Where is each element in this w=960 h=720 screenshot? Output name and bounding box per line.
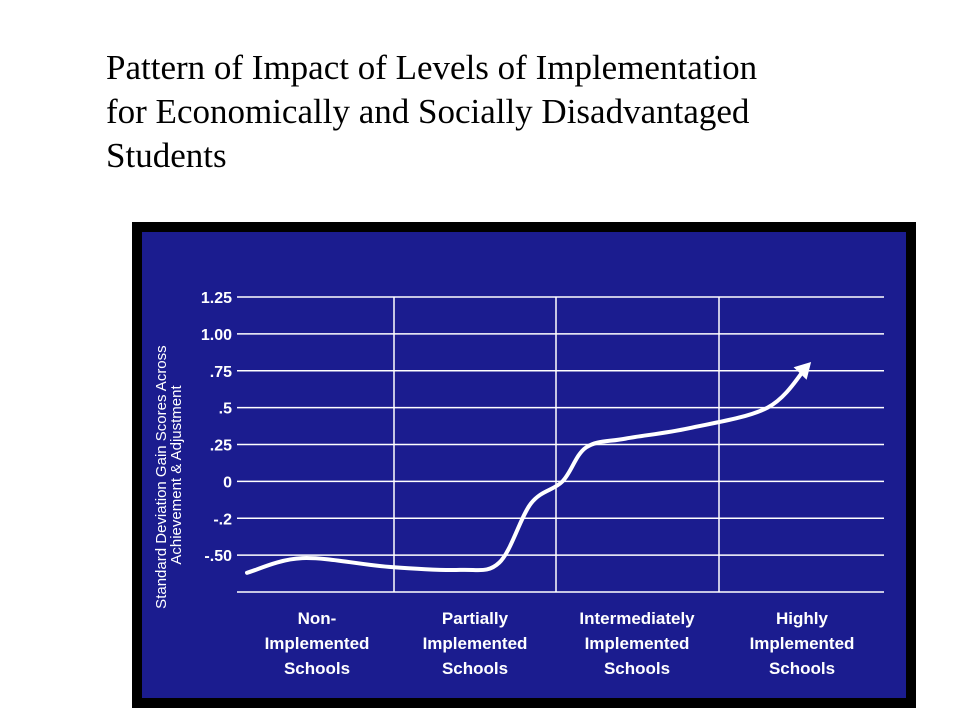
y-tick-label: 1.25 xyxy=(201,290,232,307)
y-tick-label: .25 xyxy=(210,438,232,455)
category-label-line: Intermediately xyxy=(579,609,695,628)
category-labels: Non- Implemented Schools Partially Implement… xyxy=(265,609,855,678)
category-label: Intermediately Implemented Schools xyxy=(579,609,695,678)
y-axis-title: Standard Deviation Gain Scores Across Ac… xyxy=(153,341,185,609)
y-tick-label: -.2 xyxy=(213,511,232,528)
category-label-line: Implemented xyxy=(423,634,528,653)
category-label-line: Highly xyxy=(776,609,828,628)
plot-background xyxy=(142,232,906,698)
title-line-3: Students xyxy=(106,136,227,175)
series-line xyxy=(245,364,809,575)
category-label-line: Implemented xyxy=(750,634,855,653)
title-line-2: for Economically and Socially Disadvanta… xyxy=(106,92,750,131)
y-tick-label: -.50 xyxy=(204,548,232,565)
y-axis-title-line-1: Standard Deviation Gain Scores Across xyxy=(153,345,170,608)
y-tick-label: 0 xyxy=(223,474,232,491)
y-tick-label: .5 xyxy=(219,401,232,418)
chart-frame: 1.25 1.00 .75 .5 .25 0 -.2 -.50 Non- Implemented… xyxy=(132,222,916,708)
category-label-line: Schools xyxy=(769,659,835,678)
line-chart: 1.25 1.00 .75 .5 .25 0 -.2 -.50 Non- Implemented… xyxy=(142,232,906,698)
y-tick-labels: 1.25 1.00 .75 .5 .25 0 -.2 -.50 xyxy=(201,290,232,565)
slide-title: Pattern of Impact of Levels of Implement… xyxy=(106,46,926,178)
category-label-line: Implemented xyxy=(265,634,370,653)
category-label: Highly Implemented Schools xyxy=(750,609,855,678)
series-arrowhead xyxy=(793,362,812,380)
category-label-line: Schools xyxy=(442,659,508,678)
title-line-1: Pattern of Impact of Levels of Implement… xyxy=(106,48,758,87)
category-label-line: Schools xyxy=(604,659,670,678)
category-label-line: Non- xyxy=(298,609,337,628)
y-tick-label: 1.00 xyxy=(201,327,232,344)
category-label: Partially Implemented Schools xyxy=(423,609,528,678)
category-label-line: Partially xyxy=(442,609,509,628)
category-label-line: Schools xyxy=(284,659,350,678)
category-label: Non- Implemented Schools xyxy=(265,609,370,678)
y-tick-label: .75 xyxy=(210,364,232,381)
y-axis-title-line-2: Achievement & Adjustment xyxy=(168,385,185,565)
category-label-line: Implemented xyxy=(585,634,690,653)
